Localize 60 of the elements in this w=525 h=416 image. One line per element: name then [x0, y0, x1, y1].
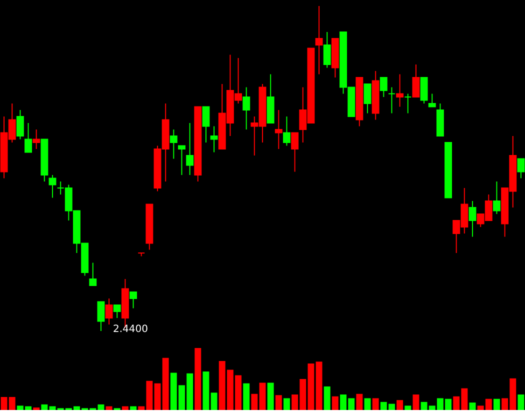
candlestick [97, 301, 105, 332]
candlestick [315, 6, 323, 75]
candlestick [396, 74, 404, 108]
bar [162, 358, 169, 410]
candlestick [178, 145, 186, 176]
bar [210, 392, 218, 410]
candlestick [428, 93, 436, 108]
candlestick [412, 64, 420, 98]
bar [412, 394, 420, 410]
bar [275, 395, 282, 410]
candlestick [170, 129, 178, 160]
candlestick [24, 122, 32, 153]
bar [259, 382, 266, 410]
candlestick [32, 129, 40, 150]
bar [284, 398, 290, 410]
candlestick [89, 262, 97, 286]
bar [251, 394, 258, 410]
bar [469, 402, 476, 410]
candlestick [138, 252, 146, 257]
bar [243, 383, 250, 410]
candlestick [202, 106, 210, 143]
candlestick [105, 298, 113, 325]
candlestick [468, 200, 476, 238]
candlestick [323, 32, 331, 68]
bar [194, 348, 202, 410]
candlestick [388, 86, 396, 114]
bar [324, 386, 330, 410]
candlestick [364, 84, 372, 114]
bar [106, 406, 112, 410]
bar [372, 398, 379, 410]
bar [404, 406, 412, 410]
bar [396, 400, 404, 410]
bar [316, 362, 322, 410]
candlestick [186, 122, 194, 176]
candlestick [130, 292, 137, 309]
candlestick [420, 77, 428, 104]
candlestick [242, 86, 250, 130]
candlestick [493, 181, 500, 214]
bar [332, 396, 338, 410]
candlestick [283, 116, 290, 146]
annotation: 2.4400 [112, 324, 148, 335]
bar [41, 404, 48, 410]
bar [267, 382, 274, 410]
candlestick [274, 110, 282, 150]
candlestick [113, 304, 121, 318]
bar [518, 394, 524, 410]
bar [356, 394, 363, 410]
candlestick [291, 132, 299, 172]
candlestick [16, 110, 24, 140]
bar [130, 406, 136, 410]
candlestick [517, 158, 525, 179]
bar [364, 398, 371, 410]
bar [122, 406, 128, 410]
candlestick [380, 77, 388, 98]
bar [494, 398, 500, 410]
bar [154, 383, 161, 410]
candlestick [210, 126, 218, 153]
candlestick [404, 93, 412, 114]
candlestick [48, 174, 56, 198]
bar [202, 372, 210, 410]
